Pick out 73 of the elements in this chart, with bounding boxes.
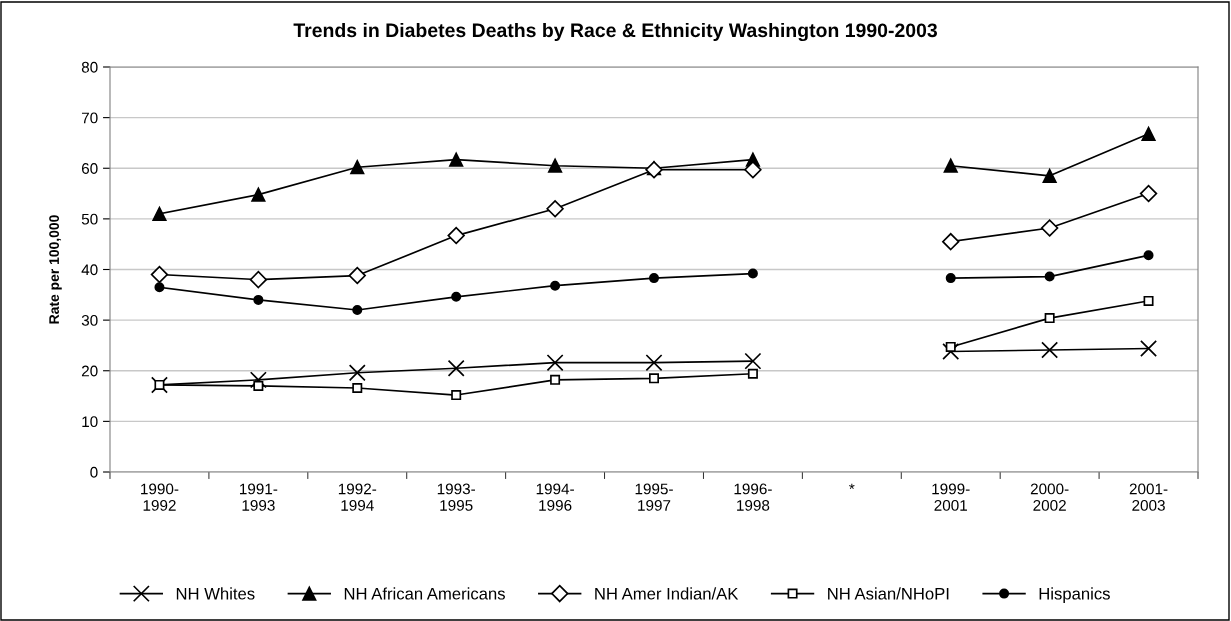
- point: [150, 265, 169, 284]
- point: [945, 273, 956, 284]
- x-tick-label: 2000- 2002: [1030, 483, 1069, 511]
- point: [550, 374, 561, 385]
- point: [747, 368, 758, 379]
- x-tick-label: 1994- 1996: [536, 483, 574, 511]
- point: [546, 200, 564, 218]
- point: [943, 158, 958, 173]
- point: [249, 270, 268, 289]
- x-tick-label: 1992- 1994: [338, 483, 377, 511]
- point: [154, 379, 165, 390]
- legend-label: NH Asian/NHoPI: [828, 587, 949, 600]
- point: [451, 291, 462, 302]
- point: [744, 161, 762, 179]
- point: [747, 268, 758, 279]
- y-tick-label: 10: [82, 416, 98, 428]
- point: [942, 232, 960, 251]
- point: [451, 390, 462, 401]
- point: [348, 364, 366, 382]
- point: [648, 373, 660, 384]
- x-tick-label: *: [849, 483, 855, 490]
- point: [154, 282, 165, 293]
- x-tick-label: 1991- 1993: [239, 483, 278, 511]
- point: [251, 187, 266, 202]
- point: [1140, 340, 1158, 357]
- chart-title: Trends in Diabetes Deaths by Race & Ethnicity Washington 1990-2003: [293, 22, 938, 42]
- y-tick-label: 80: [81, 61, 98, 73]
- y-tick-label: 50: [81, 213, 98, 225]
- point: [249, 371, 267, 389]
- point: [253, 294, 264, 305]
- point: [1143, 250, 1154, 261]
- y-tick-label: 70: [81, 112, 98, 124]
- y-tick-label: 40: [81, 264, 98, 276]
- x-tick-label: 1993- 1995: [437, 483, 476, 511]
- point: [645, 354, 663, 372]
- legend-label: NH African Americans: [344, 587, 505, 600]
- legend-label: NH Whites: [176, 587, 255, 600]
- point: [1042, 168, 1057, 183]
- point: [152, 206, 167, 221]
- y-tick-label: 0: [90, 466, 98, 478]
- point: [447, 359, 465, 377]
- x-tick-label: 1996- 1998: [734, 483, 772, 511]
- legend-label: NH Amer Indian/AK: [595, 587, 739, 600]
- point: [348, 266, 366, 285]
- point: [648, 273, 660, 284]
- y-tick-label: 60: [81, 163, 98, 174]
- x-tick-label: 1990- 1992: [141, 483, 179, 511]
- point: [352, 382, 363, 393]
- point: [253, 380, 264, 391]
- point: [1143, 295, 1154, 306]
- point: [1044, 313, 1055, 324]
- point: [1040, 219, 1059, 237]
- legend-label: Hispanics: [1039, 587, 1110, 603]
- point: [447, 226, 465, 245]
- x-tick-label: 2001- 2003: [1129, 483, 1168, 511]
- point: [350, 160, 365, 175]
- y-axis-title: Rate per 100,000: [49, 215, 62, 324]
- x-tick-label: 1995- 1997: [635, 483, 673, 511]
- point: [942, 343, 960, 360]
- point: [550, 280, 561, 291]
- point: [1044, 271, 1055, 282]
- x-tick-label: 1999- 2001: [932, 483, 970, 511]
- point: [548, 158, 563, 173]
- point: [352, 304, 363, 316]
- point: [1141, 126, 1156, 141]
- y-tick-label: 20: [81, 365, 98, 377]
- point: [449, 152, 464, 167]
- point: [945, 341, 956, 352]
- point: [1139, 184, 1158, 203]
- point: [744, 352, 762, 370]
- y-tick-label: 30: [81, 314, 98, 326]
- point: [546, 354, 564, 372]
- point: [1041, 341, 1059, 359]
